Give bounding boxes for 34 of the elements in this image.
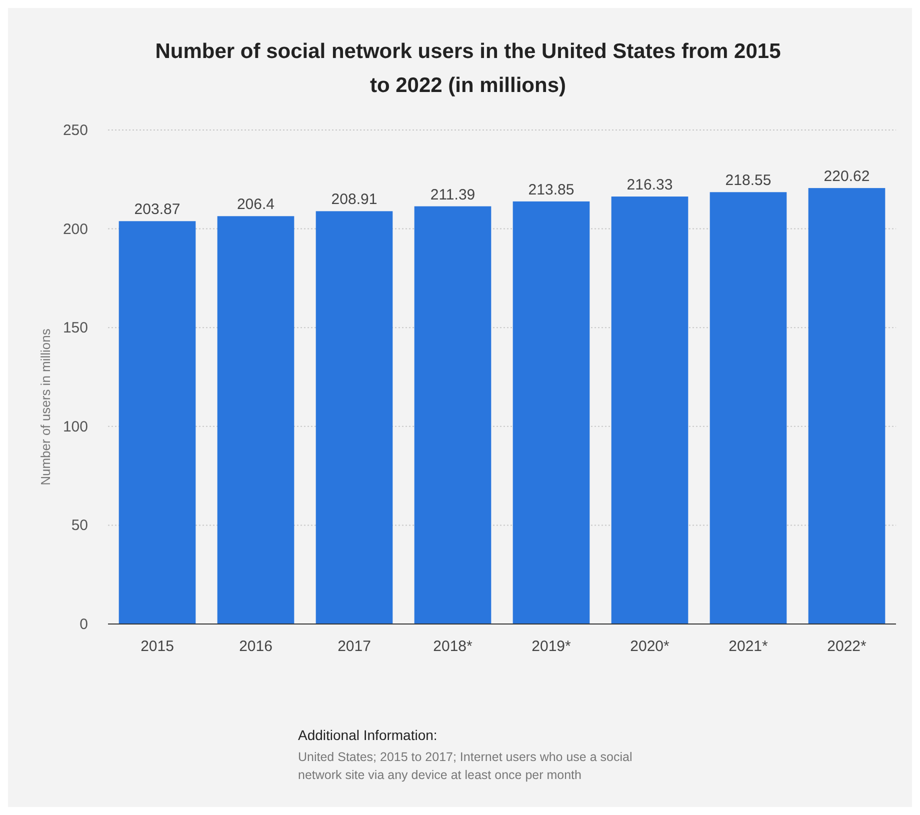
- bar: [316, 211, 393, 624]
- data-label: 213.85: [528, 181, 574, 198]
- data-label: 211.39: [430, 186, 476, 204]
- y-tick-label: 150: [62, 320, 88, 337]
- x-tick-label: 2018*: [433, 638, 473, 655]
- bar: [414, 206, 492, 624]
- bar: [710, 192, 787, 624]
- x-tick-label: 2017: [338, 638, 371, 655]
- bar: [611, 196, 688, 624]
- text: Additional Information:: [298, 727, 438, 743]
- y-tick-label: 100: [62, 418, 88, 436]
- y-tick-label: 250: [62, 122, 88, 139]
- bar: [118, 221, 196, 624]
- x-tick-label: 2019*: [532, 638, 572, 655]
- data-label: 216.33: [626, 176, 673, 194]
- bar: [217, 216, 294, 624]
- x-tick-label: 2022*: [827, 638, 867, 655]
- x-tick-label: 2021*: [728, 638, 768, 655]
- text: United States; 2015 to 2017; Internet users who use a social network site via any device at least once per month: [298, 750, 632, 782]
- y-axis-title: Number of users in millions: [38, 328, 53, 486]
- x-tick-label: 2015: [140, 638, 174, 655]
- y-tick-label: 0: [80, 616, 88, 633]
- data-label: 206.4: [236, 196, 275, 214]
- data-label: 218.55: [725, 172, 772, 190]
- data-label: 220.62: [824, 168, 870, 186]
- y-tick-label: 200: [62, 220, 88, 238]
- x-tick-label: 2020*: [630, 638, 670, 655]
- chart-title: Number of social network users in the United States from 2015 to 2022 (in millions): [155, 40, 782, 97]
- bar: [512, 201, 590, 624]
- bar: [808, 188, 886, 624]
- data-label: 208.91: [331, 191, 378, 208]
- y-tick-label: 50: [71, 517, 88, 534]
- x-tick-label: 2016: [239, 638, 272, 655]
- data-label: 203.87: [134, 201, 180, 218]
